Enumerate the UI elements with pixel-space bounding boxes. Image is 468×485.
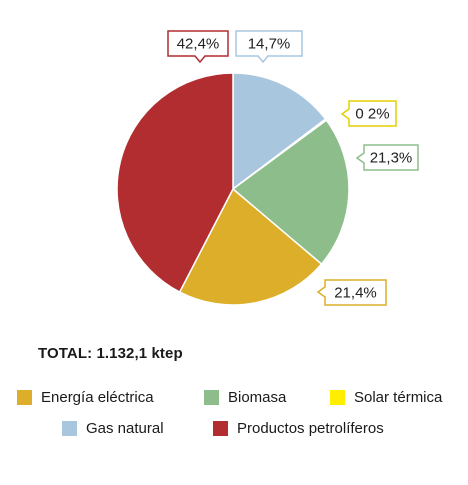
legend-swatch (17, 390, 32, 405)
data-label: 14,7% (248, 36, 291, 53)
data-label: 42,4% (177, 36, 220, 53)
pie-slice-4 (178, 187, 323, 306)
legend-swatch (204, 390, 219, 405)
data-label: 21,4% (334, 285, 377, 302)
callout-label-4: 21,4% (316, 279, 387, 306)
legend-label: Biomasa (228, 389, 287, 406)
legend-label: Productos petrolíferos (237, 420, 384, 437)
callout-box (355, 144, 419, 171)
callout-label-5: 42,4% (167, 30, 229, 64)
callout-label-3: 21,3% (355, 144, 419, 171)
legend-swatch (62, 421, 77, 436)
legend-item-biomasa: Biomasa (204, 389, 286, 406)
legend-item-gas-natural: Gas natural (62, 420, 164, 437)
data-label: 0 2% (355, 106, 389, 123)
callout-labels: 14,7% 0 2% 21,3% 21,4% 42,4% (167, 30, 419, 306)
callout-box (167, 30, 229, 64)
legend-label: Gas natural (86, 420, 164, 437)
callout-box (316, 279, 387, 306)
pie-chart: 14,7% 0 2% 21,3% 21,4% 42,4% (116, 30, 419, 306)
pie-slice-1 (232, 72, 327, 191)
legend-swatch (213, 421, 228, 436)
total-label: TOTAL: 1.132,1 ktep (38, 345, 183, 362)
legend-label: Solar térmica (354, 389, 443, 406)
pie-slice-5 (116, 72, 234, 294)
callout-label-2: 0 2% (340, 100, 397, 127)
legend-item-solar-termica: Solar térmica (330, 389, 442, 406)
pie-slices (116, 72, 350, 306)
legend-item-energia-electrica: Energía eléctrica (17, 389, 154, 406)
legend-label: Energía eléctrica (41, 389, 154, 406)
data-label: 21,3% (370, 150, 413, 167)
pie-slice-3 (231, 119, 350, 266)
legend-item-productos-petroliferos: Productos petrolíferos (213, 420, 384, 437)
callout-label-1: 14,7% (235, 30, 303, 64)
callout-box (340, 100, 397, 127)
callout-box (235, 30, 303, 64)
legend-swatch (330, 390, 345, 405)
